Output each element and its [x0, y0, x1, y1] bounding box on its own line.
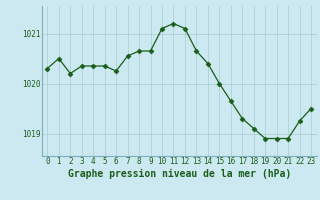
- X-axis label: Graphe pression niveau de la mer (hPa): Graphe pression niveau de la mer (hPa): [68, 169, 291, 179]
